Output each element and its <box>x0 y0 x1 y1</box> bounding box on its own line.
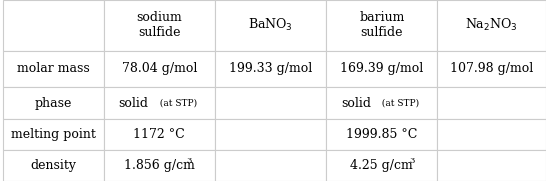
Text: molar mass: molar mass <box>17 62 90 75</box>
Bar <box>104 51 215 87</box>
Text: solid: solid <box>118 97 149 110</box>
Text: 3: 3 <box>409 157 414 165</box>
Bar <box>437 51 546 87</box>
Text: 1.856 g/cm: 1.856 g/cm <box>124 159 195 172</box>
Text: Na$_2$NO$_3$: Na$_2$NO$_3$ <box>465 17 518 33</box>
Text: barium
sulfide: barium sulfide <box>359 11 405 39</box>
Text: 4.25 g/cm: 4.25 g/cm <box>351 159 413 172</box>
Text: sodium
sulfide: sodium sulfide <box>136 11 182 39</box>
Bar <box>3 87 104 119</box>
Bar <box>326 0 437 51</box>
Text: 199.33 g/mol: 199.33 g/mol <box>229 62 312 75</box>
Text: 1999.85 °C: 1999.85 °C <box>346 128 418 141</box>
Bar <box>437 0 546 51</box>
Bar <box>215 51 326 87</box>
Text: 107.98 g/mol: 107.98 g/mol <box>450 62 533 75</box>
Bar <box>3 150 104 181</box>
Bar <box>104 87 215 119</box>
Text: 1172 °C: 1172 °C <box>133 128 185 141</box>
Text: (at STP): (at STP) <box>154 99 197 108</box>
Bar <box>326 87 437 119</box>
Text: density: density <box>31 159 76 172</box>
Bar <box>326 119 437 150</box>
Bar <box>104 119 215 150</box>
Bar <box>437 150 546 181</box>
Text: melting point: melting point <box>11 128 96 141</box>
Text: phase: phase <box>35 97 72 110</box>
Bar <box>437 87 546 119</box>
Bar <box>104 150 215 181</box>
Bar <box>326 150 437 181</box>
Bar <box>215 119 326 150</box>
Text: 3: 3 <box>187 157 192 165</box>
Bar <box>326 51 437 87</box>
Bar <box>3 51 104 87</box>
Text: (at STP): (at STP) <box>376 99 419 108</box>
Text: BaNO$_3$: BaNO$_3$ <box>248 17 293 33</box>
Bar <box>437 119 546 150</box>
Bar <box>215 150 326 181</box>
Bar <box>3 119 104 150</box>
Text: 78.04 g/mol: 78.04 g/mol <box>122 62 197 75</box>
Bar <box>215 0 326 51</box>
Text: 169.39 g/mol: 169.39 g/mol <box>340 62 424 75</box>
Bar <box>215 87 326 119</box>
Bar <box>3 0 104 51</box>
Bar <box>104 0 215 51</box>
Text: solid: solid <box>341 97 371 110</box>
